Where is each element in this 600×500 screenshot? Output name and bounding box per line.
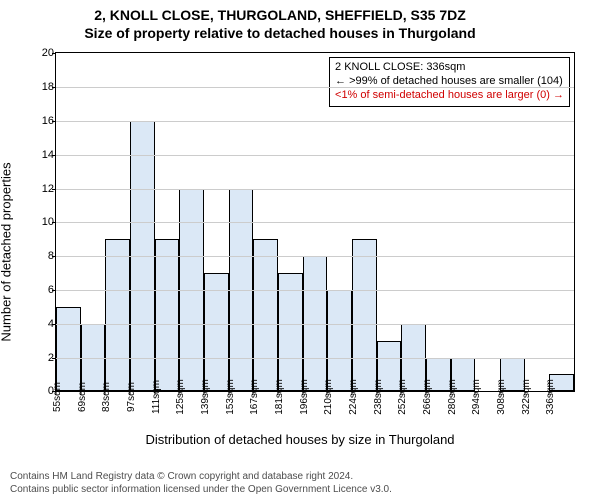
xtick-label: 111sqm bbox=[151, 380, 162, 414]
xtick-label: 55sqm bbox=[52, 382, 63, 412]
ytick-label: 18 bbox=[24, 81, 54, 93]
histogram-bar bbox=[352, 239, 377, 391]
xtick-label: 252sqm bbox=[397, 380, 408, 416]
attribution-footer: Contains HM Land Registry data © Crown c… bbox=[10, 471, 392, 496]
xtick-label: 294sqm bbox=[471, 380, 482, 416]
histogram-bar bbox=[105, 239, 130, 391]
chart-area: Number of detached properties 2 KNOLL CL… bbox=[0, 42, 600, 462]
histogram-bar bbox=[56, 307, 81, 392]
xtick-label: 196sqm bbox=[299, 380, 310, 416]
ytick-label: 20 bbox=[24, 47, 54, 59]
gridline bbox=[56, 121, 574, 122]
histogram-bar bbox=[155, 239, 180, 391]
title-line-2: Size of property relative to detached ho… bbox=[0, 24, 560, 42]
xtick-label: 280sqm bbox=[447, 380, 458, 416]
ytick-label: 0 bbox=[24, 385, 54, 397]
xtick-label: 336sqm bbox=[545, 380, 556, 416]
annotation-line-1: 2 KNOLL CLOSE: 336sqm bbox=[335, 61, 564, 75]
histogram-bar bbox=[327, 290, 352, 391]
xtick-label: 83sqm bbox=[101, 382, 112, 412]
xtick-label: 266sqm bbox=[422, 380, 433, 416]
xtick-label: 322sqm bbox=[521, 380, 532, 416]
histogram-bar bbox=[253, 239, 278, 391]
ytick-label: 10 bbox=[24, 216, 54, 228]
xtick-label: 167sqm bbox=[249, 380, 260, 416]
y-axis-label: Number of detached properties bbox=[0, 163, 14, 342]
ytick-label: 8 bbox=[24, 250, 54, 262]
xtick-label: 153sqm bbox=[225, 380, 236, 416]
annotation-line-3: <1% of semi-detached houses are larger (… bbox=[335, 89, 564, 103]
gridline bbox=[56, 290, 574, 291]
ytick-label: 12 bbox=[24, 183, 54, 195]
gridline bbox=[56, 189, 574, 190]
gridline bbox=[56, 256, 574, 257]
xtick-label: 210sqm bbox=[323, 380, 334, 416]
xtick-label: 308sqm bbox=[496, 380, 507, 416]
plot-region: 2 KNOLL CLOSE: 336sqm ← >99% of detached… bbox=[55, 52, 575, 392]
xtick-label: 69sqm bbox=[77, 382, 88, 412]
ytick-label: 6 bbox=[24, 284, 54, 296]
ytick-label: 4 bbox=[24, 318, 54, 330]
x-axis-label: Distribution of detached houses by size … bbox=[0, 432, 600, 447]
xtick-label: 97sqm bbox=[126, 382, 137, 412]
ytick-label: 14 bbox=[24, 149, 54, 161]
footer-line-1: Contains HM Land Registry data © Crown c… bbox=[10, 471, 392, 484]
footer-line-2: Contains public sector information licen… bbox=[10, 484, 392, 497]
gridline bbox=[56, 222, 574, 223]
title-line-1: 2, KNOLL CLOSE, THURGOLAND, SHEFFIELD, S… bbox=[0, 6, 560, 24]
xtick-label: 238sqm bbox=[373, 380, 384, 416]
gridline bbox=[56, 324, 574, 325]
gridline bbox=[56, 155, 574, 156]
gridline bbox=[56, 358, 574, 359]
xtick-label: 139sqm bbox=[200, 380, 211, 416]
xtick-label: 224sqm bbox=[348, 380, 359, 416]
title-block: 2, KNOLL CLOSE, THURGOLAND, SHEFFIELD, S… bbox=[0, 0, 560, 42]
annotation-box: 2 KNOLL CLOSE: 336sqm ← >99% of detached… bbox=[329, 57, 570, 106]
ytick-label: 16 bbox=[24, 115, 54, 127]
ytick-label: 2 bbox=[24, 352, 54, 364]
gridline bbox=[56, 87, 574, 88]
xtick-label: 181sqm bbox=[274, 380, 285, 416]
xtick-label: 125sqm bbox=[175, 380, 186, 416]
